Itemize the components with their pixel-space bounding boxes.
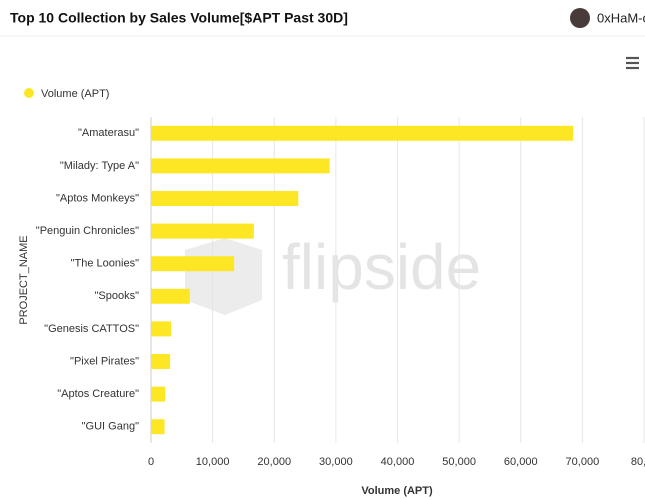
bar <box>151 256 235 272</box>
x-tick-label: 30,000 <box>319 456 353 468</box>
x-tick-label: 60,000 <box>504 456 538 468</box>
y-tick-label: "Milady: Type A" <box>60 160 139 172</box>
y-tick-label: "Aptos Monkeys" <box>56 192 139 204</box>
menu-icon[interactable] <box>626 56 639 70</box>
bar <box>151 419 165 435</box>
page-title: Top 10 Collection by Sales Volume[$APT P… <box>10 10 348 26</box>
x-tick-label: 50,000 <box>442 456 476 468</box>
bar <box>151 223 254 239</box>
y-tick-label: "GUI Gang" <box>82 421 139 433</box>
y-tick-label: "Genesis CATTOS" <box>44 323 139 335</box>
x-tick-label: 20,000 <box>257 456 291 468</box>
user-name[interactable]: 0xHaM-c <box>597 10 645 25</box>
bar <box>151 288 190 304</box>
x-tick-label: 70,000 <box>566 456 600 468</box>
y-tick-label: "Aptos Creature" <box>57 388 139 400</box>
bar <box>151 125 574 141</box>
bar <box>151 158 330 174</box>
x-tick-label: 80,… <box>631 456 645 468</box>
x-tick-label: 0 <box>148 456 154 468</box>
legend-swatch[interactable] <box>24 88 34 98</box>
y-tick-label: "Amaterasu" <box>78 127 139 139</box>
x-tick-label: 40,000 <box>381 456 415 468</box>
bar <box>151 191 299 206</box>
y-tick-label: "Pixel Pirates" <box>70 355 139 367</box>
bar <box>151 354 171 369</box>
legend-label[interactable]: Volume (APT) <box>41 88 109 100</box>
y-axis-title: PROJECT_NAME <box>18 235 30 324</box>
y-tick-label: "The Loonies" <box>71 258 139 270</box>
y-tick-label: "Penguin Chronicles" <box>36 225 139 237</box>
x-axis-title: Volume (APT) <box>361 485 433 497</box>
bar <box>151 321 172 337</box>
x-tick-label: 10,000 <box>196 456 230 468</box>
avatar[interactable] <box>570 8 590 28</box>
bar <box>151 386 166 402</box>
y-tick-label: "Spooks" <box>95 290 140 302</box>
watermark: flipside <box>282 231 481 303</box>
watermark-logo <box>185 238 262 315</box>
